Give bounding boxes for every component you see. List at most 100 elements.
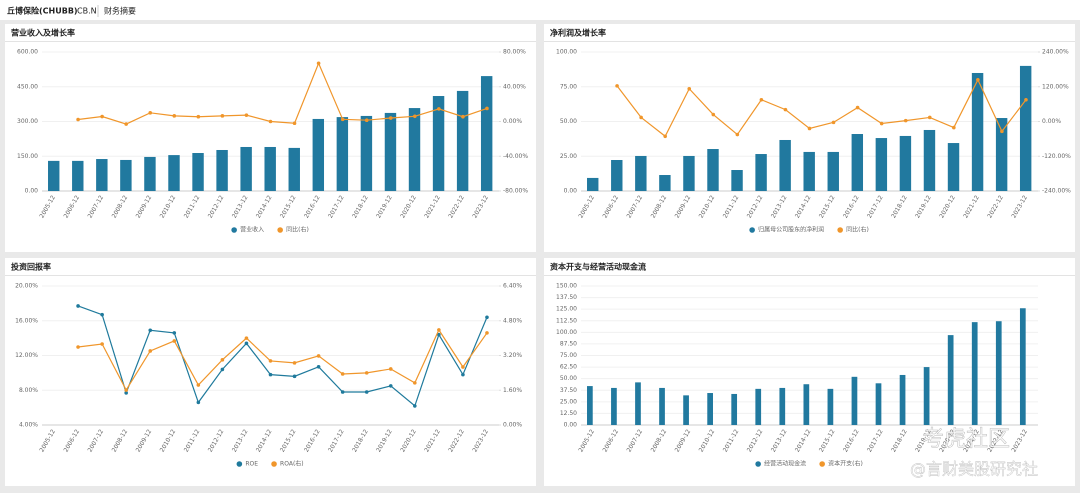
legend-label: 营业收入 [240,226,264,234]
y2-tick-label: 0.00% [503,118,522,125]
point [220,114,225,118]
point [172,331,177,335]
bar [1019,308,1026,425]
tab[interactable]: 财务摘要 [104,6,136,16]
bar [659,175,671,191]
legend-marker [749,227,755,233]
y2-tick-label: -120.00% [1042,153,1071,160]
y2-tick-label: 120.00% [1042,83,1069,90]
bar [216,149,228,191]
panel [544,24,1075,252]
legend-marker [236,461,243,467]
bar [851,134,864,191]
point [76,117,80,122]
bar [779,139,791,191]
bar [408,108,421,191]
bar [683,155,695,191]
point [388,384,393,388]
point [364,390,369,394]
y2-tick-label: 6.40% [503,283,522,290]
point [340,390,345,394]
y-tick-label: 112.50 [556,317,577,324]
bar [947,335,954,425]
point [292,121,297,126]
bar [48,160,60,191]
legend-label: 同比(右) [286,226,309,234]
legend-label: 经营活动现金流 [764,460,806,468]
y-tick-label: 75.00 [560,83,577,90]
point [100,312,104,317]
point [927,115,932,120]
y-tick-label: 62.50 [560,364,577,371]
point [316,61,321,66]
y2-tick-label: 0.00% [1042,118,1061,125]
bar [731,393,738,425]
y-tick-label: 100.00 [556,329,577,336]
line [78,328,488,392]
bar [755,388,762,425]
y-tick-label: 450.00 [17,83,38,90]
legend-marker [231,227,237,233]
legend-marker [277,227,283,233]
y-tick-label: 150.00 [17,153,38,160]
company-name: 丘博保险(CHUBB) [7,6,78,16]
bar [611,387,617,425]
y-tick-label: 12.00% [15,352,38,359]
point [220,367,225,372]
y-tick-label: 125.00 [556,306,577,313]
y-tick-label: 20.00% [15,283,38,290]
bar [360,115,373,191]
header-bar [0,0,1080,20]
bar [899,135,912,191]
bar [803,151,815,191]
bar [144,156,156,191]
point [292,361,297,365]
bar [707,149,719,191]
bar [288,147,300,191]
line [77,305,488,407]
legend-marker [837,227,843,233]
point [100,114,104,119]
point [952,125,956,130]
y-tick-label: 600.00 [17,49,38,56]
watermark: 考虎社区 [922,427,1010,452]
bar [120,159,132,191]
bar [96,159,108,191]
legend-marker [755,461,761,467]
point [413,114,417,119]
point [388,116,393,120]
chart-title: 净利润及增长率 [550,28,606,38]
point [485,331,489,335]
y-tick-label: 100.00 [556,49,577,56]
y-tick-label: 0.00 [25,188,39,195]
ticker: CB.N [77,7,97,16]
bar [875,383,882,425]
y-tick-label: 300.00 [17,118,38,125]
bar [971,72,984,191]
y-tick-label: 137.50 [556,294,577,301]
point [807,126,812,131]
bar [336,117,349,191]
point [711,112,716,117]
point [413,381,417,385]
y2-tick-label: 0.00% [503,422,522,429]
point [268,119,273,124]
point [316,354,321,358]
point [759,97,764,102]
legend-marker [271,461,277,467]
point [316,364,321,369]
bar [312,118,325,191]
panel [5,258,536,486]
point [100,342,104,346]
bar [995,118,1008,191]
y-tick-label: 150.00 [556,283,577,290]
point [244,336,249,340]
point [148,328,153,333]
point [196,383,201,387]
point [148,111,153,115]
bar [899,374,906,425]
legend-marker [819,461,825,467]
bar [923,129,936,191]
y-tick-label: 75.00 [560,352,577,359]
